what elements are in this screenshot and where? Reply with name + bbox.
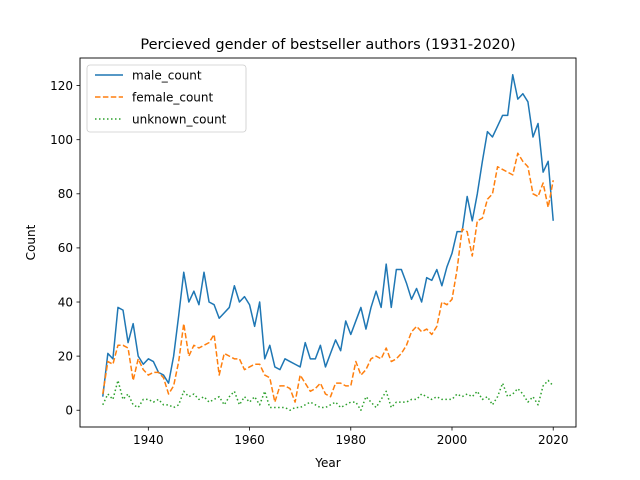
legend: male_count female_count unknown_count <box>86 64 247 133</box>
y-axis-label: Count <box>24 224 38 260</box>
legend-label-male-count: male_count <box>132 68 202 82</box>
chart-title: Percieved gender of bestseller authors (… <box>140 37 515 53</box>
plot-area <box>102 74 554 411</box>
legend-box <box>86 64 247 133</box>
x-axis: 1940 1960 1980 2000 2020 <box>133 427 568 447</box>
y-axis: 0 20 40 60 80 100 120 <box>50 79 80 418</box>
legend-label-unknown-count: unknown_count <box>132 112 227 126</box>
y-tick-label: 60 <box>58 241 73 255</box>
y-tick-label: 20 <box>58 349 73 363</box>
y-tick-label: 100 <box>50 133 73 147</box>
x-tick-label: 2020 <box>538 433 569 447</box>
x-tick-label: 1940 <box>133 433 164 447</box>
y-tick-label: 80 <box>58 187 73 201</box>
y-tick-label: 0 <box>65 404 73 418</box>
series-line-unknown-count <box>102 379 554 411</box>
y-tick-label: 40 <box>58 295 73 309</box>
x-axis-label: Year <box>314 456 340 470</box>
axes-frame <box>79 57 577 428</box>
x-tick-label: 1980 <box>336 433 367 447</box>
x-tick-label: 1960 <box>234 433 265 447</box>
legend-label-female-count: female_count <box>132 90 214 104</box>
series-line-male-count <box>102 74 554 397</box>
y-tick-label: 120 <box>50 79 73 93</box>
series-line-female-count <box>102 152 554 403</box>
x-tick-label: 2000 <box>437 433 468 447</box>
